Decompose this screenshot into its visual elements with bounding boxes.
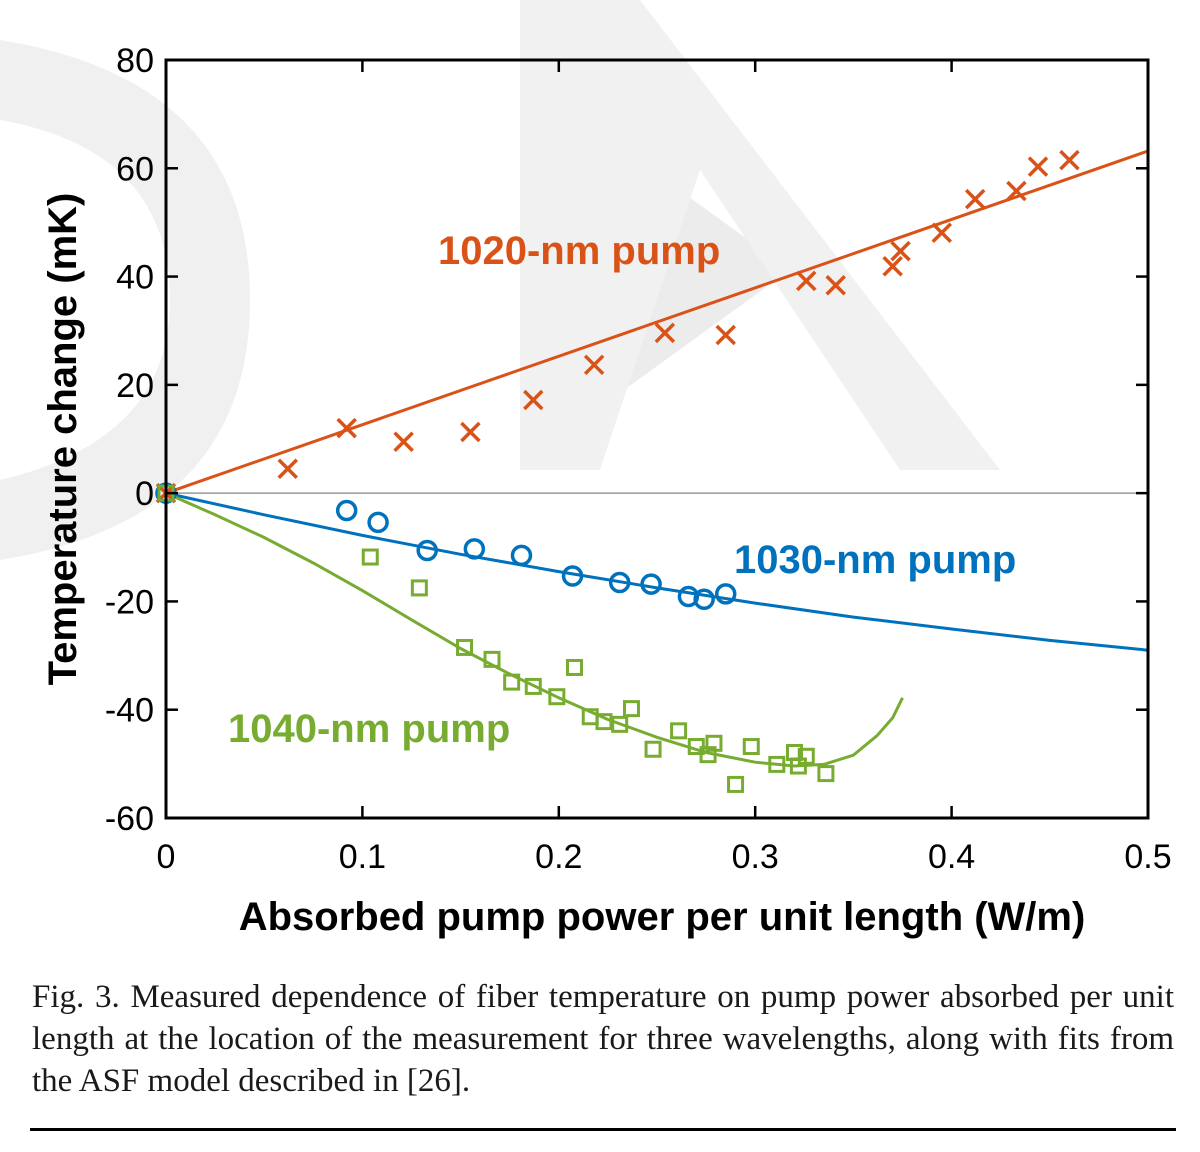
y-tick-label: -20 — [105, 583, 154, 621]
series-label-1040: 1040-nm pump — [228, 707, 510, 751]
x-tick-label: 0 — [157, 838, 176, 876]
data-point-x-marker — [336, 417, 357, 439]
series-label-1030: 1030-nm pump — [734, 538, 1016, 582]
y-tick-label: 80 — [116, 42, 154, 80]
series-label-1020: 1020-nm pump — [438, 229, 720, 273]
data-point-square-marker — [611, 715, 629, 733]
data-point-square-marker — [361, 548, 379, 566]
fit-line-series-2 — [165, 491, 904, 768]
figure-caption: Fig. 3. Measured dependence of fiber tem… — [32, 979, 1174, 1099]
data-point-square-marker — [797, 747, 815, 765]
data-point-circle-marker — [677, 585, 700, 608]
data-point-x-marker — [1027, 156, 1049, 177]
data-point-circle-marker — [335, 499, 358, 522]
data-point-x-marker — [654, 322, 676, 344]
data-point-circle-marker — [510, 544, 533, 567]
y-tick-label: -40 — [105, 692, 154, 730]
data-point-x-marker — [715, 324, 736, 346]
data-point-x-marker — [1059, 149, 1080, 171]
data-point-square-marker — [644, 740, 662, 758]
y-tick-label: 20 — [116, 367, 154, 405]
watermark-arc — [0, 40, 250, 560]
plot-frame — [164, 58, 1150, 820]
temperature-vs-power-chart: 0 0.1 0.2 0.3 0.4 0.5 -60 -40 -20 0 20 40 60 80 1020-… — [0, 0, 1172, 939]
caption-rule — [30, 1128, 1176, 1131]
fit-line-series-0 — [165, 149, 1149, 495]
data-point-x-marker — [277, 458, 299, 480]
data-point-x-marker — [890, 240, 911, 262]
y-tick-label: 60 — [116, 150, 154, 188]
data-point-square-marker — [503, 673, 521, 691]
data-point-circle-marker — [608, 571, 631, 594]
data-point-square-marker — [456, 638, 474, 656]
data-point-x-marker — [583, 354, 605, 376]
data-point-square-marker — [742, 738, 760, 756]
data-point-circle-marker — [640, 573, 662, 595]
data-point-x-marker — [1006, 180, 1027, 202]
y-tick-label: -60 — [105, 800, 154, 838]
y-tick-label: 0 — [135, 475, 154, 513]
x-tick-label: 0.5 — [1124, 838, 1171, 876]
data-point-x-marker — [796, 270, 817, 292]
y-tick-label: 40 — [116, 259, 154, 297]
data-point-x-marker — [825, 274, 846, 296]
data-point-circle-marker — [714, 583, 737, 605]
x-axis-title: Absorbed pump power per unit length (W/m… — [239, 895, 1086, 939]
data-point-circle-marker — [367, 511, 389, 534]
data-point-square-marker — [670, 722, 688, 740]
x-tick-label: 0.4 — [928, 838, 975, 876]
data-point-square-marker — [548, 688, 566, 706]
data-point-square-marker — [566, 658, 584, 676]
data-point-square-marker — [524, 677, 542, 695]
data-point-x-marker — [460, 421, 481, 443]
figure: 0 0.1 0.2 0.3 0.4 0.5 -60 -40 -20 0 20 40 60 80 1020-… — [0, 0, 1172, 939]
data-point-circle-marker — [693, 588, 715, 611]
x-tick-label: 0.3 — [732, 838, 779, 876]
watermark-letter-a — [520, 0, 1000, 470]
data-point-circle-marker — [561, 565, 584, 587]
data-point-square-marker — [483, 650, 501, 668]
data-point-x-marker — [393, 431, 414, 452]
data-point-x-marker — [964, 188, 986, 210]
data-point-circle-marker — [463, 538, 486, 560]
data-point-square-marker — [622, 700, 640, 718]
x-tick-label: 0.2 — [535, 838, 582, 876]
data-point-square-marker — [817, 765, 835, 783]
watermark — [0, 0, 1000, 560]
data-point-square-marker — [595, 713, 613, 731]
y-axis-title: Temperature change (mK) — [41, 193, 85, 686]
data-point-x-marker — [882, 256, 903, 277]
data-point-x-marker — [931, 222, 953, 243]
data-point-square-marker — [410, 579, 428, 597]
data-point-square-marker — [705, 734, 723, 752]
data-point-square-marker — [768, 755, 786, 773]
data-point-square-marker — [727, 775, 745, 793]
data-point-circle-marker — [416, 539, 438, 562]
fit-line-series-1 — [165, 491, 1149, 652]
data-point-x-marker — [523, 389, 544, 411]
x-tick-label: 0.1 — [339, 838, 386, 876]
